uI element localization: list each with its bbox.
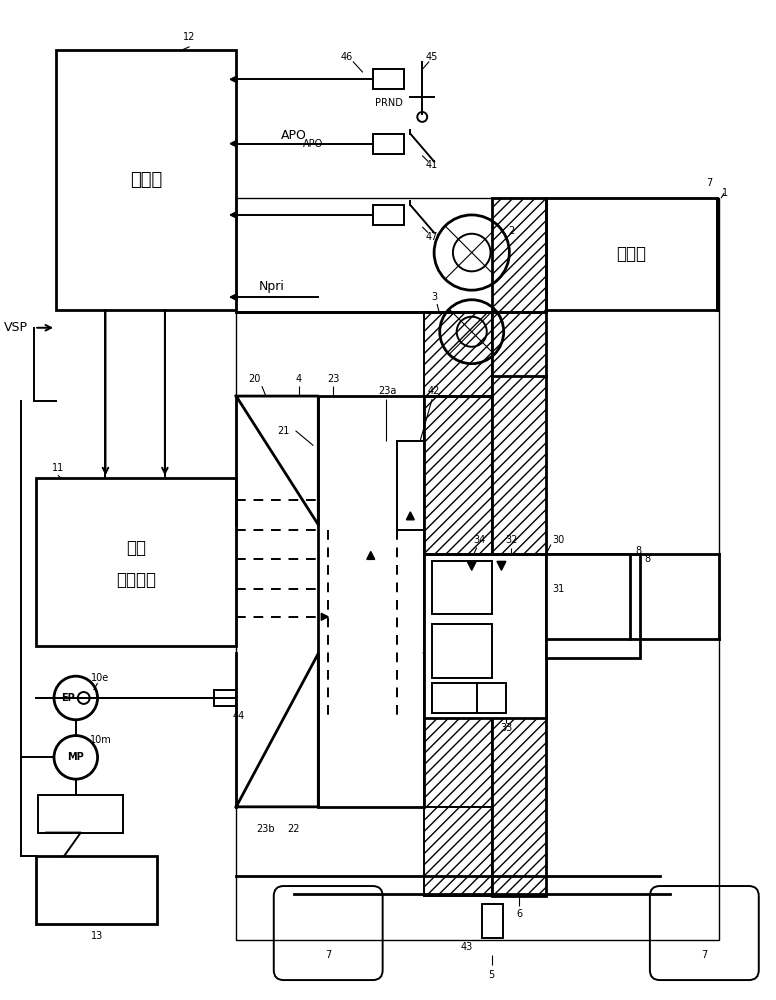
Text: 23: 23 <box>327 374 339 384</box>
Text: 2: 2 <box>508 226 514 236</box>
Text: 43: 43 <box>461 942 473 952</box>
Text: PRND: PRND <box>375 98 403 108</box>
Text: 44: 44 <box>233 711 245 721</box>
Bar <box>424 554 546 718</box>
Text: 10e: 10e <box>92 673 109 683</box>
Text: 23a: 23a <box>379 386 397 396</box>
Bar <box>372 205 404 225</box>
Text: MP: MP <box>68 752 84 762</box>
Bar <box>482 904 504 938</box>
Bar <box>424 653 491 807</box>
Polygon shape <box>367 551 375 559</box>
Bar <box>432 683 507 713</box>
Polygon shape <box>230 294 237 301</box>
Text: VSP: VSP <box>5 321 28 334</box>
Text: 控制器: 控制器 <box>130 171 162 189</box>
Bar <box>424 807 491 896</box>
Text: EP: EP <box>61 693 74 703</box>
Text: 46: 46 <box>341 52 353 62</box>
Polygon shape <box>230 76 237 83</box>
Bar <box>546 554 630 639</box>
Bar <box>372 69 404 89</box>
Text: 31: 31 <box>553 584 565 594</box>
Polygon shape <box>321 613 328 620</box>
Text: 45: 45 <box>426 52 438 62</box>
Bar <box>318 396 424 807</box>
Bar <box>432 683 476 713</box>
Text: 控制回路: 控制回路 <box>116 571 156 589</box>
Text: 47: 47 <box>426 232 438 242</box>
Text: 7: 7 <box>702 950 708 960</box>
Text: 30: 30 <box>553 535 565 545</box>
Text: 23b: 23b <box>257 824 275 834</box>
Bar <box>236 198 719 940</box>
Bar <box>372 134 404 154</box>
Text: 34: 34 <box>473 535 486 545</box>
Text: 8: 8 <box>645 554 651 564</box>
Text: 1: 1 <box>722 188 728 198</box>
Text: 5: 5 <box>488 970 494 980</box>
Text: 4: 4 <box>296 374 302 384</box>
Bar <box>432 561 491 614</box>
Text: 11: 11 <box>52 463 64 473</box>
Bar <box>56 50 236 310</box>
Polygon shape <box>467 561 476 570</box>
Text: 41: 41 <box>426 160 438 170</box>
Text: 发动机: 发动机 <box>617 245 646 263</box>
Text: 7: 7 <box>325 950 331 960</box>
Bar <box>424 396 491 554</box>
Bar <box>38 795 123 833</box>
Text: 22: 22 <box>287 824 300 834</box>
Polygon shape <box>497 561 506 570</box>
Text: 13: 13 <box>91 931 102 941</box>
Bar <box>424 312 491 396</box>
Bar <box>36 856 157 924</box>
Bar <box>491 198 546 896</box>
Text: 32: 32 <box>505 535 518 545</box>
Text: 21: 21 <box>278 426 290 436</box>
Bar <box>546 198 717 310</box>
Polygon shape <box>230 140 237 147</box>
Text: 42: 42 <box>428 386 440 396</box>
Text: 6: 6 <box>516 909 522 919</box>
Polygon shape <box>407 512 414 520</box>
Text: 20: 20 <box>248 374 260 384</box>
Bar <box>546 554 640 658</box>
Bar <box>432 624 491 678</box>
Text: 12: 12 <box>183 32 196 42</box>
Text: 3: 3 <box>431 292 437 302</box>
Bar <box>397 441 424 530</box>
Text: APO: APO <box>281 129 307 142</box>
Text: 10m: 10m <box>90 735 112 745</box>
Text: APO: APO <box>303 139 324 149</box>
Polygon shape <box>230 211 237 218</box>
Text: 7: 7 <box>706 178 712 188</box>
Text: 油压: 油压 <box>126 539 146 557</box>
Bar <box>214 690 236 706</box>
Bar <box>36 478 236 646</box>
Text: 8: 8 <box>635 546 641 556</box>
Text: Npri: Npri <box>259 280 285 293</box>
Text: 33: 33 <box>501 723 512 733</box>
